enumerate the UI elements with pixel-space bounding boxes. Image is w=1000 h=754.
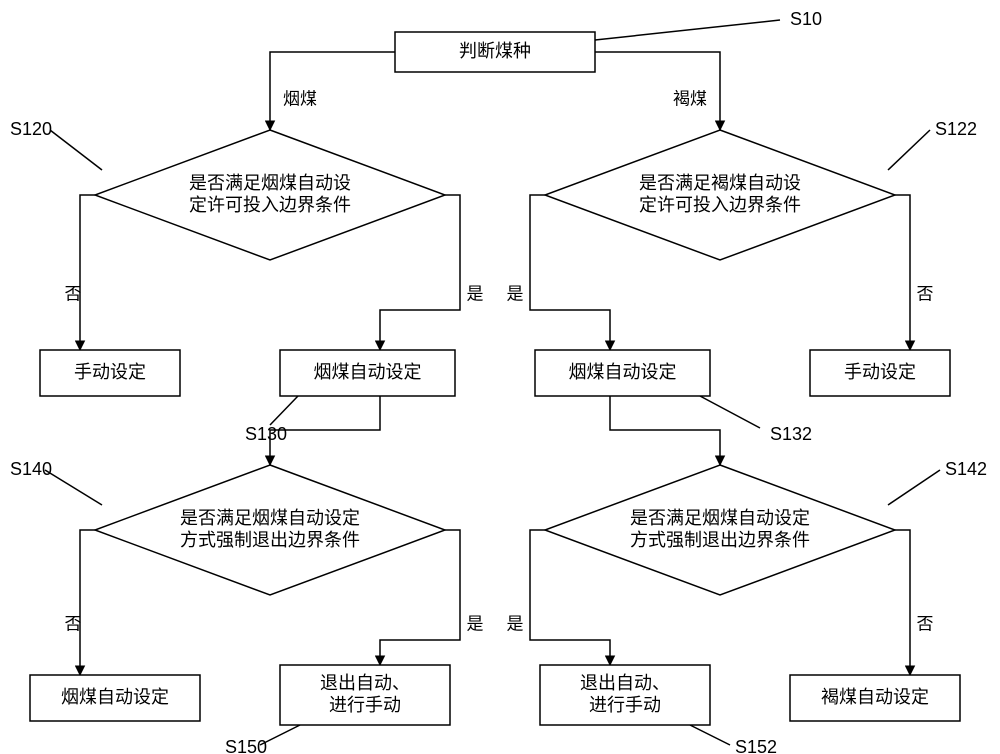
svg-text:退出自动、: 退出自动、 (320, 673, 410, 693)
flow-edge (530, 195, 610, 350)
flowchart: 烟煤褐煤否是是否否是是否判断煤种是否满足烟煤自动设定许可投入边界条件是否满足褐煤… (0, 0, 1000, 754)
label-leader (700, 396, 760, 428)
flow-edge (380, 195, 460, 350)
svg-text:退出自动、: 退出自动、 (580, 673, 670, 693)
step-label: S122 (935, 119, 977, 139)
node-s120: 是否满足烟煤自动设定许可投入边界条件 (95, 130, 445, 260)
edge-label: 否 (65, 614, 82, 633)
svg-text:是否满足烟煤自动设定: 是否满足烟煤自动设定 (180, 508, 360, 528)
edge-label: 是 (467, 614, 484, 633)
svg-text:手动设定: 手动设定 (74, 362, 146, 382)
node-manualR: 手动设定 (810, 350, 950, 396)
node-s152: 退出自动、进行手动 (540, 665, 710, 725)
svg-text:方式强制退出边界条件: 方式强制退出边界条件 (630, 530, 810, 550)
node-manualL: 手动设定 (40, 350, 180, 396)
step-label: S132 (770, 424, 812, 444)
step-label: S140 (10, 459, 52, 479)
edge-label: 否 (917, 284, 934, 303)
svg-text:是否满足烟煤自动设定: 是否满足烟煤自动设定 (630, 508, 810, 528)
svg-text:烟煤自动设定: 烟煤自动设定 (569, 362, 677, 382)
node-s142: 是否满足烟煤自动设定方式强制退出边界条件 (545, 465, 895, 595)
label-leader (595, 20, 780, 40)
node-s150: 退出自动、进行手动 (280, 665, 450, 725)
node-s130: 烟煤自动设定 (280, 350, 455, 396)
svg-text:定许可投入边界条件: 定许可投入边界条件 (189, 195, 351, 215)
edge-label: 是 (507, 284, 524, 303)
step-label: S150 (225, 737, 267, 754)
label-leader (690, 725, 730, 745)
svg-text:判断煤种: 判断煤种 (459, 41, 531, 61)
node-s10: 判断煤种 (395, 32, 595, 72)
node-autoHR: 褐煤自动设定 (790, 675, 960, 721)
svg-text:褐煤自动设定: 褐煤自动设定 (821, 687, 929, 707)
label-leader (888, 470, 940, 505)
flow-edge (895, 195, 910, 350)
svg-text:方式强制退出边界条件: 方式强制退出边界条件 (180, 530, 360, 550)
node-autoYL: 烟煤自动设定 (30, 675, 200, 721)
svg-text:烟煤自动设定: 烟煤自动设定 (61, 687, 169, 707)
svg-text:烟煤自动设定: 烟煤自动设定 (314, 362, 422, 382)
edge-label: 烟煤 (283, 89, 317, 108)
flow-edge (610, 396, 720, 465)
svg-text:是否满足褐煤自动设: 是否满足褐煤自动设 (639, 173, 801, 193)
step-label: S120 (10, 119, 52, 139)
edge-label: 是 (467, 284, 484, 303)
node-s140: 是否满足烟煤自动设定方式强制退出边界条件 (95, 465, 445, 595)
edge-label: 否 (917, 614, 934, 633)
step-label: S130 (245, 424, 287, 444)
label-leader (45, 470, 102, 505)
step-label: S10 (790, 9, 822, 29)
svg-text:进行手动: 进行手动 (589, 695, 661, 715)
svg-text:进行手动: 进行手动 (329, 695, 401, 715)
flow-edge (80, 530, 95, 675)
flow-edge (80, 195, 95, 350)
node-s132: 烟煤自动设定 (535, 350, 710, 396)
svg-text:手动设定: 手动设定 (844, 362, 916, 382)
svg-text:是否满足烟煤自动设: 是否满足烟煤自动设 (189, 173, 351, 193)
edge-label: 褐煤 (673, 89, 707, 108)
step-label: S142 (945, 459, 987, 479)
step-label: S152 (735, 737, 777, 754)
flow-edge (895, 530, 910, 675)
label-leader (888, 130, 930, 170)
label-leader (270, 396, 298, 425)
edge-label: 否 (65, 284, 82, 303)
edge-label: 是 (507, 614, 524, 633)
svg-text:定许可投入边界条件: 定许可投入边界条件 (639, 195, 801, 215)
node-s122: 是否满足褐煤自动设定许可投入边界条件 (545, 130, 895, 260)
label-leader (50, 130, 102, 170)
